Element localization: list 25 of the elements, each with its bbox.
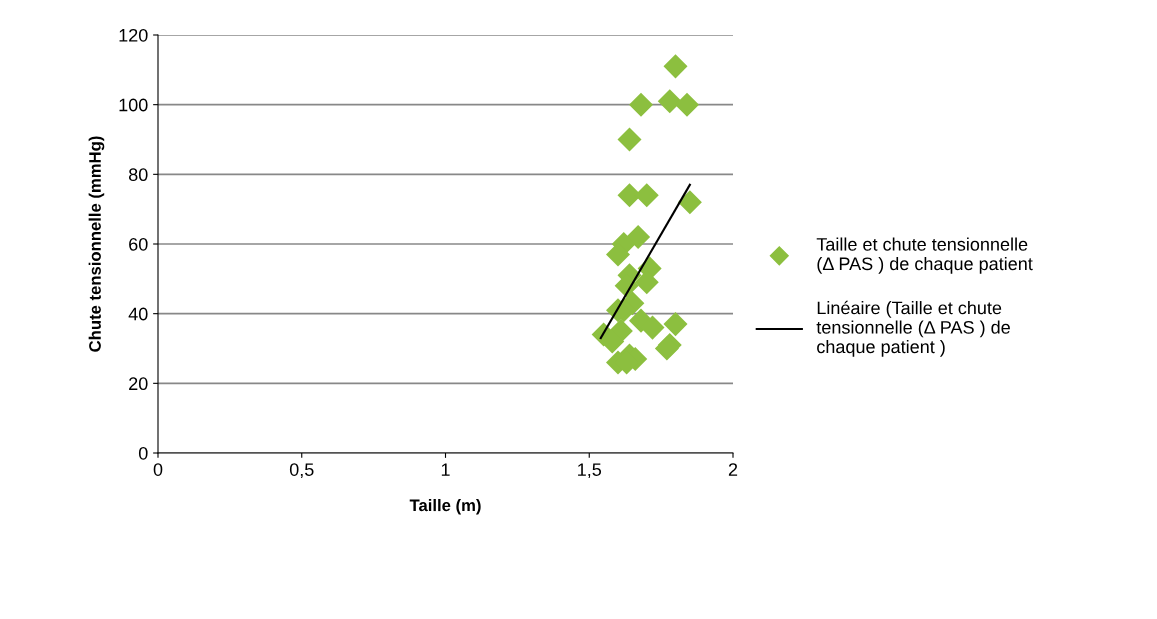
point bbox=[677, 190, 702, 215]
y-tick-label: 40 bbox=[128, 307, 148, 321]
x-tick-label: 2 bbox=[728, 463, 738, 476]
x-axis-title: Taille (m) bbox=[409, 499, 481, 515]
point bbox=[626, 225, 651, 250]
x-tick-label: 0,5 bbox=[289, 463, 314, 479]
x-tick-label: 1,5 bbox=[578, 463, 602, 479]
y-tick-label: 60 bbox=[129, 237, 148, 251]
y-tick-label: 120 bbox=[119, 28, 148, 42]
point bbox=[674, 92, 700, 117]
y-tick-label: 0 bbox=[138, 446, 148, 460]
point bbox=[657, 89, 682, 114]
point bbox=[640, 315, 665, 340]
x-tick-label: 0 bbox=[153, 463, 163, 476]
point bbox=[663, 312, 688, 337]
y-tick-label: 100 bbox=[119, 98, 148, 112]
y-axis-title: Chute tensionnelle (mmHg) bbox=[88, 136, 105, 352]
point bbox=[617, 127, 642, 152]
point bbox=[628, 92, 654, 117]
point bbox=[663, 54, 688, 79]
x-tick-label: 1 bbox=[441, 463, 450, 476]
y-tick-label: 80 bbox=[128, 168, 148, 182]
y-tick-label: 20 bbox=[129, 377, 148, 391]
legend-label: Taille et chute tensionnelle (Δ PAS ) de chaque patient bbox=[816, 237, 1033, 274]
legend-label: Linéaire (Taille et chute tensionnelle (Δ PAS ) de chaque patient ) bbox=[816, 300, 1010, 357]
